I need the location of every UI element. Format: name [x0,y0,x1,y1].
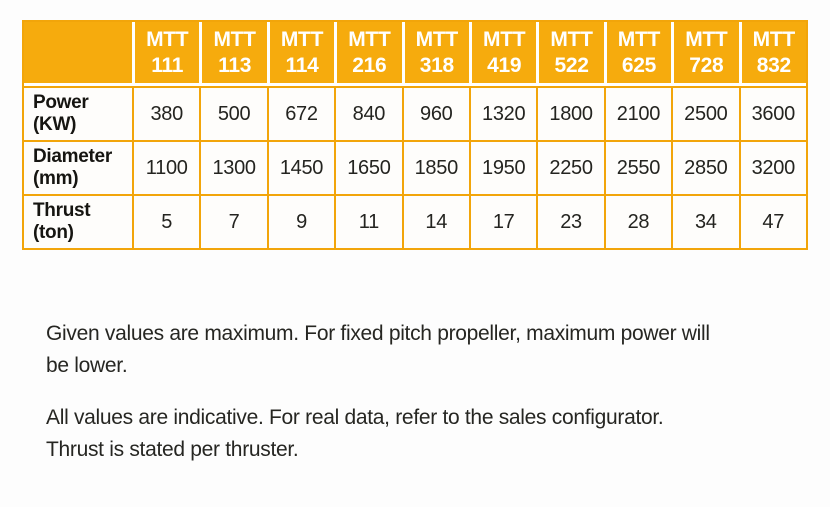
column-header: MTT 216 [334,22,402,86]
value-cell: 1650 [334,140,402,194]
value-cell: 1800 [536,86,604,140]
value-cell: 1850 [401,140,469,194]
column-header: MTT 625 [603,22,672,86]
value-cell: 500 [199,86,267,140]
row-label: Diameter (mm) [24,140,132,194]
column-header: MTT 318 [401,22,469,86]
value-cell: 47 [738,194,806,248]
value-cell: 3200 [738,140,806,194]
column-header: MTT 419 [468,22,537,86]
value-cell: 34 [671,194,739,248]
value-cell: 1300 [199,140,267,194]
value-cell: 11 [334,194,402,248]
value-cell: 2500 [671,86,739,140]
column-header: MTT 114 [266,22,335,86]
table-body: Power (KW) 380 500 672 840 960 1320 1800 2100 250… [24,86,806,248]
value-cell: 1450 [266,140,335,194]
value-cell: 2550 [603,140,672,194]
column-header: MTT 728 [671,22,739,86]
value-cell: 28 [603,194,672,248]
value-cell: 2100 [603,86,672,140]
row-label: Power (KW) [24,86,132,140]
value-cell: 380 [132,86,200,140]
value-cell: 672 [266,86,335,140]
table-row: Diameter (mm) 1100 1300 1450 1650 1850 1950 225… [24,140,806,194]
value-cell: 840 [334,86,402,140]
value-cell: 23 [536,194,604,248]
note-maximum-values: Given values are maximum. For fixed pitc… [46,322,710,377]
value-cell: 1950 [468,140,537,194]
value-cell: 17 [468,194,537,248]
value-cell: 5 [132,194,200,248]
table-row: Thrust (ton) 5 7 9 11 14 17 23 28 34 47 [24,194,806,248]
value-cell: 9 [266,194,335,248]
table-row: Power (KW) 380 500 672 840 960 1320 1800 2100 250… [24,86,806,140]
value-cell: 960 [401,86,469,140]
row-label: Thrust (ton) [24,194,132,248]
value-cell: 1100 [132,140,200,194]
footnotes: Given values are maximum. For fixed pitc… [46,318,786,486]
header-row: MTT 111 MTT 113 MTT 114 MTT 216 MTT 318 MTT 4… [24,22,806,86]
thruster-spec-table: MTT 111 MTT 113 MTT 114 MTT 216 MTT 318 MTT 4… [22,20,808,250]
corner-cell [24,22,132,86]
value-cell: 3600 [738,86,806,140]
column-header: MTT 113 [199,22,267,86]
column-header: MTT 522 [536,22,604,86]
column-header: MTT 832 [738,22,806,86]
value-cell: 7 [199,194,267,248]
value-cell: 2850 [671,140,739,194]
value-cell: 1320 [468,86,537,140]
value-cell: 14 [401,194,469,248]
note-indicative-values: All values are indicative. For real data… [46,406,664,461]
value-cell: 2250 [536,140,604,194]
column-header: MTT 111 [132,22,200,86]
